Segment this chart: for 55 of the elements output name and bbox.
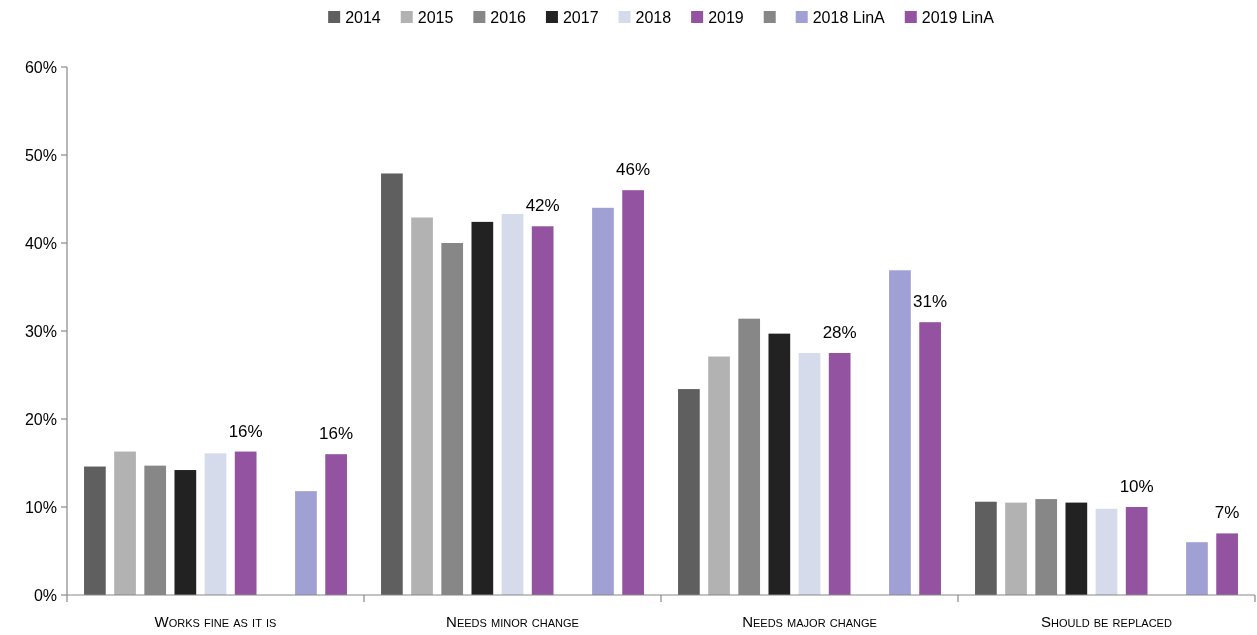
bar	[295, 491, 317, 595]
legend-label: 2018	[635, 8, 672, 26]
bar	[1095, 508, 1118, 595]
legend-label: 2014	[345, 8, 381, 26]
x-tick-label: Needs major change	[742, 613, 877, 630]
bar	[471, 221, 494, 595]
y-tick-label: 60%	[24, 58, 57, 76]
bar	[114, 451, 136, 595]
data-label: 16%	[228, 421, 263, 441]
bar	[1125, 507, 1148, 595]
bar	[1186, 542, 1208, 595]
data-label: 10%	[1119, 477, 1154, 496]
bar	[708, 356, 730, 595]
bar	[1216, 533, 1238, 595]
bar	[174, 470, 197, 595]
bar	[919, 322, 941, 595]
y-tick-label: 50%	[24, 146, 57, 164]
bar	[325, 454, 347, 595]
bar	[828, 353, 851, 595]
bar	[234, 451, 257, 595]
bar	[889, 270, 911, 595]
data-label: 31%	[913, 292, 948, 312]
bar	[411, 217, 433, 595]
bar	[84, 466, 106, 595]
legend-label: 2018 LinA	[812, 8, 886, 26]
bar	[678, 389, 700, 595]
data-label: 16%	[319, 424, 354, 444]
legend-label: 2015	[417, 8, 454, 26]
y-tick-label: 40%	[24, 234, 57, 252]
y-tick-label: 0%	[33, 586, 57, 604]
bar	[622, 190, 644, 595]
bar	[768, 333, 791, 595]
legend-label: 2019	[708, 8, 744, 26]
bar	[501, 213, 524, 595]
legend-label: 2016	[490, 8, 527, 26]
legend-label: 2019 LinA	[921, 8, 995, 26]
bar	[1065, 502, 1088, 595]
data-label: 28%	[822, 323, 857, 342]
x-tick-label: Needs minor change	[446, 613, 579, 630]
bar	[531, 226, 554, 595]
bar	[975, 501, 997, 595]
bar	[592, 207, 614, 595]
data-label: 46%	[616, 160, 651, 180]
data-label: 7%	[1214, 503, 1240, 523]
y-tick-label: 20%	[24, 410, 57, 428]
x-tick-label: Works fine as it is	[154, 613, 277, 630]
bar	[798, 353, 821, 595]
bar	[1005, 502, 1027, 595]
data-label: 42%	[525, 196, 560, 216]
bar	[381, 173, 403, 595]
x-tick-label: Should be replaced	[1041, 613, 1172, 630]
bar	[204, 453, 227, 595]
y-tick-label: 10%	[24, 498, 57, 516]
y-tick-label: 30%	[24, 322, 57, 340]
legend-label: 2017	[562, 8, 599, 26]
